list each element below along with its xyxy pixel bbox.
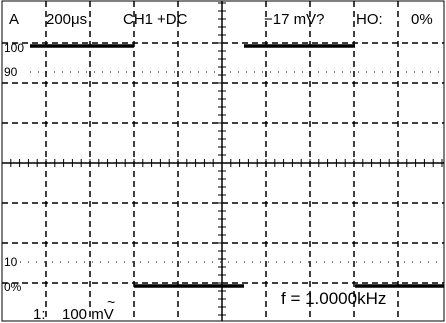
frequency-readout: f = 1.0000kHz — [281, 289, 386, 308]
coupling-label: +DC — [157, 11, 188, 28]
rise-time-markers — [20, 71, 444, 263]
signal-trace — [30, 44, 444, 288]
volts-per-div-readout: 100 mV — [62, 306, 114, 323]
center-axis-ticks — [1, 2, 443, 316]
ac-coupling-icon: ~ — [107, 294, 115, 310]
timebase-readout: 200μs — [46, 11, 87, 28]
channel-label: CH1 — [123, 11, 153, 28]
percent-100-label: 100 — [4, 41, 24, 55]
channel-number-label: 1: — [33, 306, 46, 323]
holdoff-label: HO: — [356, 11, 383, 28]
percent-90-label: 90 — [4, 65, 18, 79]
percent-10-label: 10 — [4, 255, 18, 269]
trigger-level-readout: −17 mV? — [264, 11, 324, 28]
holdoff-value: 0% — [411, 11, 433, 28]
trigger-source-label: A — [9, 11, 19, 28]
percent-0-label: 0% — [4, 280, 22, 294]
